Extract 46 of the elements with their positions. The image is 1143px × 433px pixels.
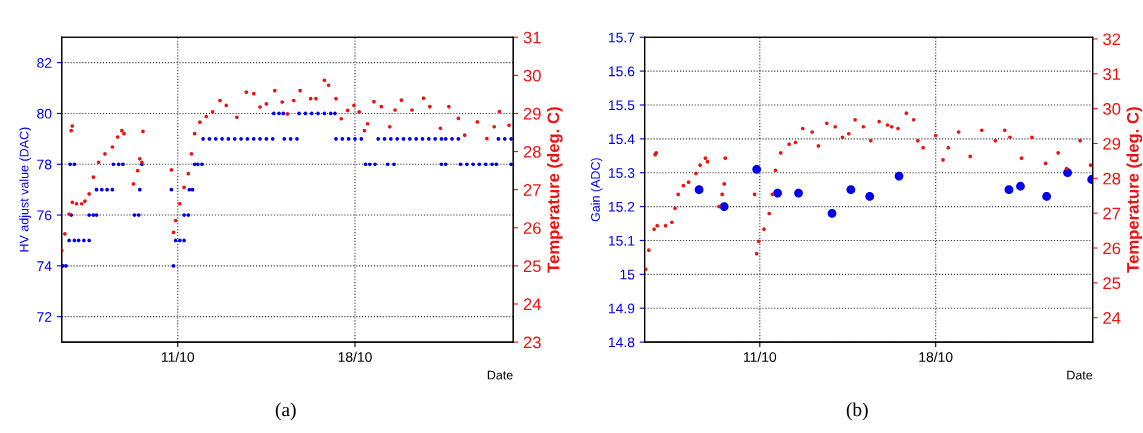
y2-tick-label: 32 <box>1103 33 1121 46</box>
x-tick-label: 18/10 <box>338 351 372 362</box>
x-tick-label: 11/10 <box>744 351 777 362</box>
x-axis-title: Date <box>487 370 513 380</box>
y-tick-label: 15.7 <box>608 32 635 43</box>
y2-tick-label: 29 <box>523 107 541 120</box>
y2-tick-label: 31 <box>1103 68 1121 81</box>
y2-tick-label: 25 <box>1103 277 1121 290</box>
y-tick-label: 14.9 <box>608 303 635 314</box>
y-tick-label: 74 <box>37 261 52 271</box>
y2-axis-title: Temperature (deg. C) <box>1126 107 1143 273</box>
y-tick-label: 82 <box>37 57 52 68</box>
y2-tick-label: 28 <box>523 145 541 158</box>
y-axis-title: HV adjust value (DAC) <box>19 127 31 252</box>
y2-tick-label: 28 <box>1103 172 1121 185</box>
y2-tick-label: 26 <box>523 222 541 234</box>
y2-tick-label: 24 <box>1103 312 1121 324</box>
text: (a) <box>275 402 296 421</box>
y-tick-label: 15.5 <box>608 100 635 111</box>
x-tick-label: 11/10 <box>161 351 195 362</box>
y2-tick-label: 27 <box>523 184 541 196</box>
y-tick-label: 80 <box>37 108 52 119</box>
y-axis-title: Gain (ADC) <box>590 158 603 222</box>
x-axis-title: Date <box>1067 370 1093 380</box>
y-tick-label: 76 <box>37 210 52 221</box>
y-tick-label: 15.6 <box>608 66 635 77</box>
y-tick-label: 78 <box>37 159 52 170</box>
y2-tick-label: 31 <box>523 31 541 44</box>
y-tick-label: 14.8 <box>608 337 635 348</box>
y-tick-label: 15.1 <box>608 235 635 246</box>
y2-tick-label: 25 <box>523 260 541 273</box>
y2-tick-label: 30 <box>1103 103 1121 115</box>
y2-tick-label: 29 <box>1103 137 1121 150</box>
y-tick-label: 72 <box>37 312 52 322</box>
y-tick-label: 15 <box>620 269 635 280</box>
y2-tick-label: 24 <box>523 298 541 311</box>
y2-tick-label: 30 <box>523 69 541 82</box>
y2-tick-label: 27 <box>1103 207 1121 220</box>
y-tick-label: 15.3 <box>608 168 635 178</box>
y-tick-label: 15.2 <box>608 201 635 212</box>
text: (b) <box>846 402 868 421</box>
y-tick-label: 15.4 <box>608 134 635 145</box>
y2-tick-label: 26 <box>1103 242 1121 255</box>
y2-axis-title: Temperature (deg. C) <box>547 107 563 273</box>
x-tick-label: 18/10 <box>919 351 953 362</box>
y2-tick-label: 23 <box>523 336 541 349</box>
